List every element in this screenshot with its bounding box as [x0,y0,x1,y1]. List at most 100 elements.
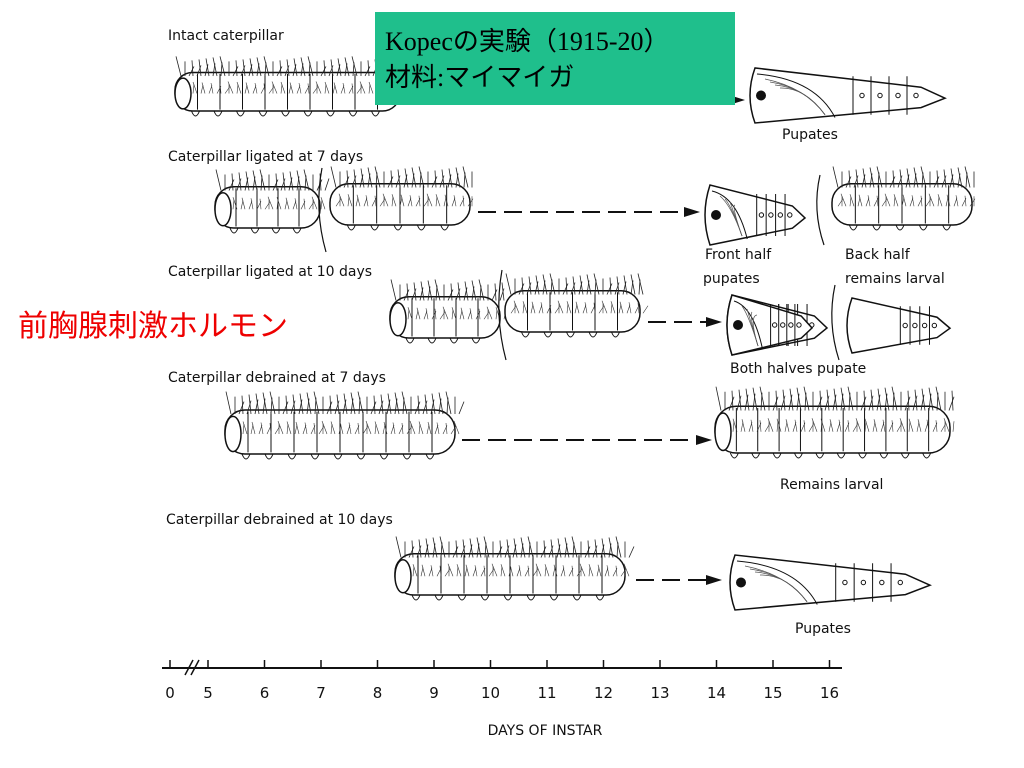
hair [858,194,863,207]
pupa-body [704,184,807,246]
hair [863,390,866,411]
spiracle [758,212,765,218]
hair [418,421,424,435]
hair [324,178,330,191]
hair [853,175,859,188]
hair [280,178,286,191]
hair [339,421,344,435]
hair [355,197,359,207]
hair [412,566,415,577]
hair [596,567,600,577]
spiracle [912,322,918,329]
hair [860,396,867,411]
hair [530,304,534,314]
hair [469,538,474,558]
hair [321,420,328,435]
spiracle [879,579,885,586]
hair [732,421,735,432]
hair [439,536,446,558]
hair [876,195,879,207]
hair [399,197,403,207]
hair [478,308,481,320]
hair [420,281,425,301]
hair [574,304,578,314]
hair [276,197,282,210]
hair [299,393,304,415]
hair [891,386,898,411]
hair [628,302,632,314]
hair [323,60,326,77]
hair [439,175,445,188]
hair [256,57,262,77]
hair [952,421,955,432]
hair [544,564,550,577]
hair [241,197,246,210]
hair [330,423,333,435]
hair [425,538,430,558]
tick-label: 8 [373,684,383,702]
hair [608,537,614,558]
hair [945,197,949,207]
leg [918,224,928,231]
hair [509,564,514,577]
title-line: Kopecの実験（1915-20） [385,27,670,56]
hair [936,170,939,188]
leg [543,331,553,338]
hair [921,388,926,411]
hair [521,277,524,295]
hair [175,56,182,77]
hair [279,60,282,77]
hair [436,422,440,435]
hair [855,169,859,188]
hair [845,176,852,188]
result-label: pupates [703,271,760,287]
hair [471,280,477,301]
leg [281,110,290,117]
leg [815,452,825,459]
hair [313,422,316,435]
hair [285,197,290,210]
head [224,415,242,453]
hair [188,66,195,77]
hair [891,420,894,432]
hair [916,421,920,432]
result-label: Back half [845,247,911,263]
hair [201,82,206,94]
tick-label: 14 [707,684,726,702]
hair [826,389,830,411]
leg [348,110,358,117]
hair [242,421,248,435]
hair [606,283,613,295]
hair [933,176,940,188]
hair [251,421,256,435]
hair [422,400,428,415]
hair [518,565,522,577]
tick-label: 5 [203,684,213,702]
hair [269,422,272,435]
hair [330,59,334,77]
hair [570,282,576,295]
hair [409,420,416,435]
hair [500,566,503,577]
hair [368,81,374,94]
hair [732,418,738,432]
leg [405,337,415,344]
hair [418,195,421,207]
tick-label: 16 [820,684,839,702]
hair [849,194,855,207]
hair [245,82,250,94]
eye [711,210,721,220]
hair [544,566,547,577]
hair [259,169,266,191]
hair [357,391,364,415]
hair [899,169,903,188]
hair [227,81,234,94]
hair [400,194,405,207]
hair [610,303,613,314]
head [214,192,232,227]
hair [306,392,312,415]
hair [752,387,758,411]
hair [745,388,750,411]
hair [351,56,358,77]
